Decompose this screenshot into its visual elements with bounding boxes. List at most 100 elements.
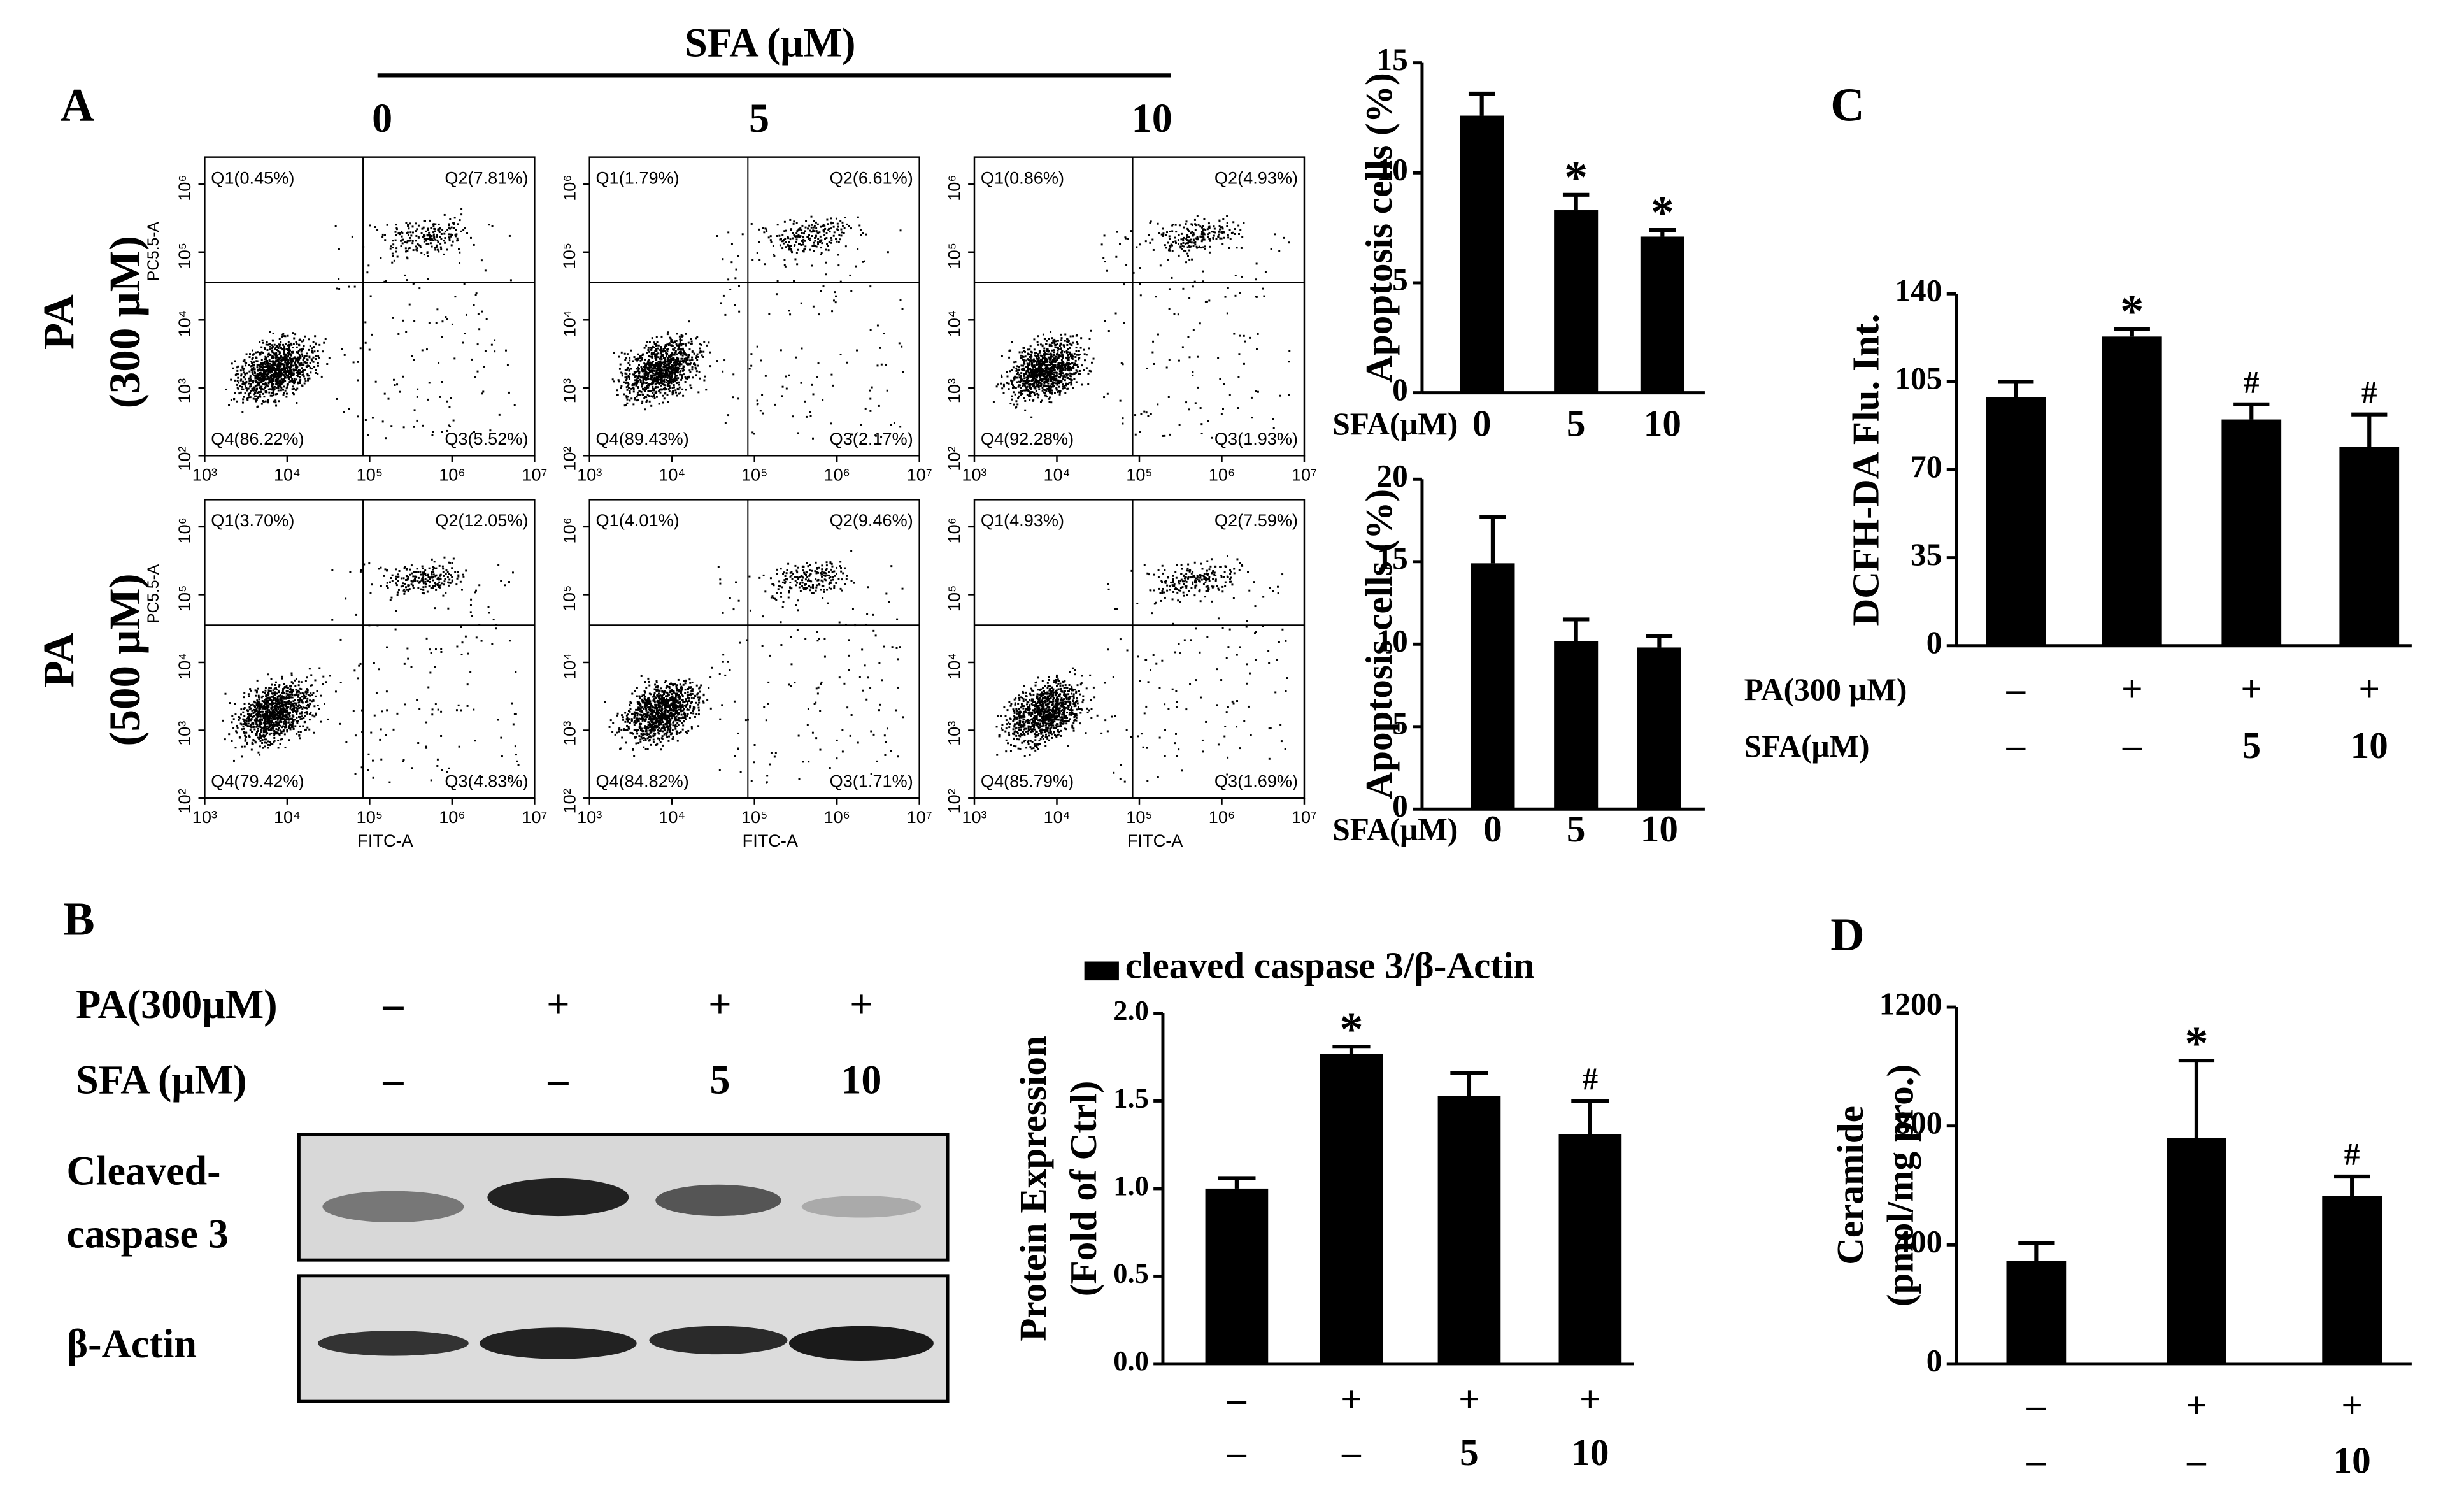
flow-dot <box>1067 364 1070 366</box>
flow-dot <box>1237 224 1240 227</box>
flow-dot <box>296 351 298 354</box>
flow-dot <box>245 380 248 383</box>
flow-dot <box>254 706 256 708</box>
flow-dot <box>1041 379 1043 382</box>
flow-dot <box>862 232 864 234</box>
flow-dot <box>639 359 642 362</box>
flow-dot <box>271 692 274 695</box>
flow-dot <box>1119 243 1121 245</box>
flow-dot <box>1066 369 1069 371</box>
flow-dot <box>1065 368 1067 370</box>
flow-dot <box>1032 373 1034 376</box>
flow-dot <box>629 399 631 402</box>
flow-dot <box>668 342 671 345</box>
flow-dot <box>636 370 638 373</box>
flow-dot <box>768 313 771 315</box>
flow-dot <box>294 725 297 727</box>
flow-dot <box>626 368 629 371</box>
flow-dot <box>423 240 425 243</box>
flow-dot <box>265 694 267 696</box>
flow-dot <box>1065 375 1068 377</box>
flow-dot <box>254 351 257 354</box>
flow-dot <box>1051 360 1053 362</box>
flow-dot <box>1044 394 1046 397</box>
flow-dot <box>1239 292 1241 294</box>
flow-dot <box>309 366 311 369</box>
flow-dot <box>869 285 872 288</box>
flow-dot <box>1085 367 1088 369</box>
flow-dot <box>808 224 811 227</box>
flow-dot <box>837 225 839 228</box>
flow-dot <box>1060 333 1062 336</box>
flow-dot <box>1029 399 1031 401</box>
flow-dot <box>689 362 692 365</box>
flow-dot <box>992 401 995 403</box>
flow-dot <box>1081 364 1083 367</box>
flow-dot <box>748 368 751 370</box>
flow-dot <box>297 370 299 373</box>
flow-dot <box>648 383 650 385</box>
flow-dot <box>1062 364 1064 366</box>
flow-dot <box>222 719 224 722</box>
flow-dot <box>271 373 273 376</box>
flow-dot <box>245 385 246 388</box>
flow-dot <box>271 366 273 369</box>
flow-dot <box>290 357 293 360</box>
flow-dot <box>284 335 287 338</box>
flow-dot <box>1050 345 1053 347</box>
flow-dot <box>671 391 674 394</box>
flow-dot <box>1033 364 1036 367</box>
flow-dot <box>648 368 650 370</box>
flow-dot <box>300 681 303 683</box>
flow-dot <box>285 697 287 699</box>
flow-dot <box>655 378 657 381</box>
flow-dot <box>1035 352 1037 354</box>
flow-dot <box>794 244 796 247</box>
flow-dot <box>667 362 670 365</box>
flow-dot <box>307 694 310 696</box>
flow-dot <box>1219 378 1221 380</box>
flow-dot <box>1083 369 1085 371</box>
flow-dot <box>793 280 795 282</box>
flow-dot <box>1195 245 1198 248</box>
flow-dot <box>283 364 285 366</box>
flow-dot <box>281 359 284 361</box>
flow-dot <box>285 374 288 376</box>
flow-dot <box>275 728 278 731</box>
flow-dot <box>645 344 648 347</box>
flow-dot <box>1015 369 1018 372</box>
flow-dot <box>262 713 264 716</box>
flow-dot <box>236 724 238 727</box>
flow-dot <box>674 377 676 380</box>
flow-dot <box>1168 235 1171 238</box>
flow-dot <box>415 234 418 237</box>
flow-dot <box>428 322 431 324</box>
flow-dot <box>652 367 654 369</box>
flow-dot <box>1171 276 1173 279</box>
flow-dot <box>249 396 252 399</box>
flow-dot <box>1238 353 1241 355</box>
flow-dot <box>420 232 423 235</box>
flow-dot <box>498 413 501 416</box>
flow-dot <box>260 706 262 708</box>
x-tick-label: 10⁶ <box>1209 465 1235 485</box>
flow-dot <box>1124 236 1127 239</box>
flow-dot <box>260 369 262 371</box>
flow-dot <box>254 375 257 377</box>
flow-dot <box>633 398 636 401</box>
flow-dot <box>1038 381 1041 383</box>
flow-dot <box>1052 376 1055 378</box>
flow-dot <box>389 247 392 250</box>
flow-dot <box>1057 340 1059 342</box>
flow-dot <box>800 244 802 247</box>
flow-dot <box>279 711 281 713</box>
flow-dot <box>1033 373 1036 375</box>
flow-dot <box>466 232 469 234</box>
flow-dot <box>427 243 430 245</box>
flow-dot <box>1016 381 1018 383</box>
flow-dot <box>689 384 692 387</box>
flow-dot <box>295 371 297 374</box>
flow-dot <box>1057 349 1059 352</box>
flow-dot <box>1188 356 1191 359</box>
flow-dot <box>677 345 680 347</box>
